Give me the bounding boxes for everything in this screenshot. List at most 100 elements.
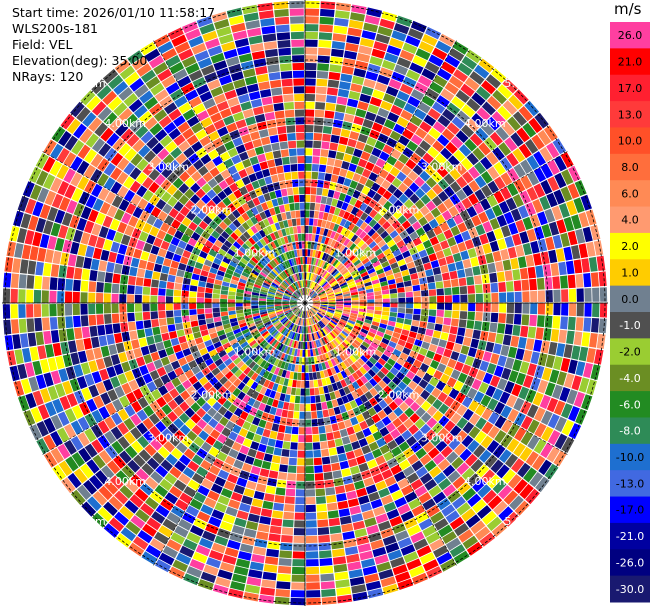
range-gate-cell [359, 394, 369, 404]
range-gate-cell [346, 426, 355, 436]
range-gate-cell [336, 397, 344, 406]
range-gate-cell [512, 359, 522, 372]
range-gate-cell [440, 373, 450, 384]
range-gate-cell [305, 311, 307, 318]
range-gate-cell [333, 563, 348, 573]
range-gate-cell [350, 330, 359, 337]
range-gate-cell [406, 435, 417, 447]
range-gate-cell [438, 403, 449, 415]
range-gate-cell [364, 517, 377, 528]
range-gate-cell [334, 347, 342, 355]
range-gate-cell [581, 332, 591, 347]
range-gate-cell [436, 363, 447, 373]
range-gate-cell [331, 318, 339, 324]
range-gate-cell [491, 303, 499, 313]
range-gate-cell [479, 360, 490, 372]
range-gate-cell [386, 371, 396, 381]
range-gate-cell [455, 392, 466, 404]
range-gate-cell [527, 419, 540, 434]
range-gate-cell [499, 303, 507, 313]
range-gate-cell [313, 303, 320, 305]
range-gate-cell [333, 406, 341, 415]
range-gate-cell [449, 516, 465, 530]
range-gate-cell [365, 484, 378, 495]
range-gate-cell [478, 449, 492, 463]
range-gate-cell [330, 367, 337, 375]
range-gate-cell [493, 500, 508, 516]
range-gate-cell [343, 339, 351, 347]
range-gate-cell [583, 317, 592, 332]
range-gate-cell [554, 416, 567, 433]
range-gate-cell [339, 515, 352, 525]
range-gate-cell [459, 448, 472, 462]
range-gate-cell [306, 535, 318, 544]
range-gate-cell [462, 487, 477, 501]
range-gate-cell [498, 313, 506, 324]
range-gate-cell [422, 525, 437, 538]
range-gate-cell [563, 344, 573, 359]
range-gate-cell [487, 398, 499, 411]
range-gate-cell [312, 304, 320, 307]
range-gate-cell [470, 520, 486, 535]
range-gate-cell [397, 312, 405, 319]
range-gate-cell [426, 417, 438, 429]
range-gate-cell [513, 442, 526, 457]
range-gate-cell [538, 459, 552, 476]
range-gate-cell [418, 518, 433, 531]
range-gate-cell [317, 379, 323, 387]
range-gate-cell [352, 381, 360, 390]
range-gate-cell [426, 322, 435, 330]
range-gate-cell [305, 404, 311, 412]
range-gate-cell [420, 412, 432, 423]
range-gate-cell [507, 408, 519, 423]
range-gate-cell [415, 448, 427, 460]
range-gate-cell [382, 583, 399, 595]
range-gate-cell [348, 374, 356, 383]
range-gate-cell [323, 385, 329, 394]
range-gate-cell [533, 439, 547, 454]
range-gate-cell [422, 373, 433, 383]
range-gate-cell [426, 350, 435, 360]
range-gate-cell [497, 355, 507, 367]
range-gate-cell [475, 303, 483, 312]
range-gate-cell [541, 367, 552, 381]
range-gate-cell [320, 305, 328, 308]
range-gate-cell [386, 422, 396, 433]
range-gate-cell [315, 323, 321, 331]
range-gate-cell [306, 318, 309, 326]
range-gate-cell [328, 333, 334, 341]
range-gate-cell [352, 520, 366, 531]
range-gate-cell [520, 431, 534, 446]
range-gate-cell [435, 380, 446, 391]
range-gate-cell [371, 321, 380, 327]
range-gate-cell [307, 349, 311, 357]
colorbar-label: 1.0 [621, 266, 639, 279]
range-gate-cell [474, 430, 487, 444]
range-gate-cell [336, 355, 343, 363]
range-gate-cell [443, 433, 455, 445]
range-gate-cell [389, 516, 403, 527]
range-gate-cell [461, 435, 474, 448]
colorbar-label: 8.0 [621, 161, 639, 174]
range-gate-cell [305, 512, 317, 520]
range-gate-cell [432, 330, 442, 339]
range-gate-cell [319, 338, 324, 346]
range-gate-cell [336, 303, 344, 305]
range-gate-cell [354, 397, 363, 407]
range-gate-cell [387, 439, 398, 451]
range-gate-cell [390, 464, 402, 476]
range-gate-cell [482, 351, 492, 362]
range-gate-cell [357, 358, 365, 366]
range-gate-cell [307, 341, 310, 349]
range-gate-cell [374, 306, 382, 311]
range-gate-cell [349, 344, 357, 352]
range-gate-cell [372, 317, 381, 323]
range-gate-cell [367, 306, 375, 310]
range-gate-cell [553, 450, 567, 467]
range-gate-cell [352, 407, 362, 416]
range-gate-cell [466, 541, 483, 556]
range-gate-cell [450, 412, 462, 425]
range-gate-cell [392, 376, 402, 386]
range-gate-cell [326, 368, 333, 377]
range-gate-cell [543, 328, 552, 341]
